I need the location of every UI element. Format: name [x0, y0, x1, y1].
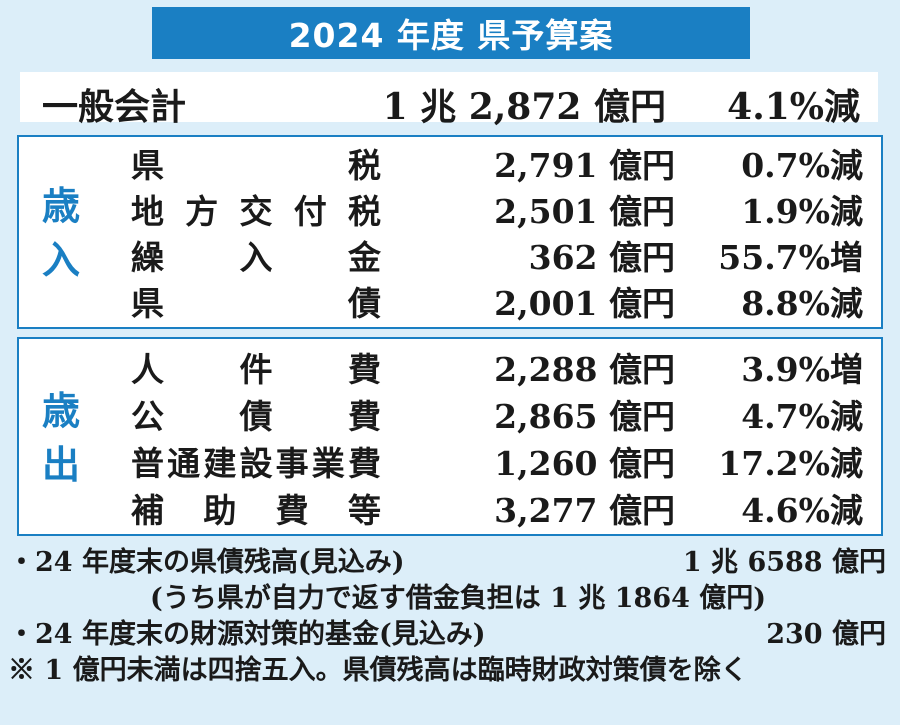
expenditure-label: 歳 出 — [41, 389, 80, 487]
revenue-label: 歳 入 — [41, 184, 80, 282]
item-rate: 55.7%増 — [718, 238, 863, 277]
general-account-amount: 1 兆 2,872 億円 — [382, 86, 666, 128]
revenue-section: 歳 入 県税 2,791 億円 0.7%減地方交付税 2,501 億円 1.9%減繰入金… — [17, 135, 883, 329]
item-name: 県債 — [131, 284, 381, 323]
item-amount: 2,865 億円 — [494, 397, 675, 436]
item-amount: 2,001 億円 — [494, 284, 675, 323]
table-row: 繰入金 362 億円 55.7%増 — [19, 231, 881, 279]
item-amount: 362 億円 — [528, 238, 675, 277]
item-rate: 8.8%減 — [741, 284, 863, 323]
page-title: 2024 年度 県予算案 — [152, 7, 750, 59]
table-row: 県債 2,001 億円 8.8%減 — [19, 277, 881, 325]
item-rate: 0.7%減 — [741, 146, 863, 185]
item-name: 人件費 — [131, 350, 381, 389]
item-name: 県税 — [131, 146, 381, 185]
item-amount: 1,260 億円 — [494, 444, 675, 483]
table-row: 人件費 2,288 億円 3.9%増 — [19, 343, 881, 391]
note-line: ・24 年度末の県債残高(見込み) 1 兆 6588 億円 — [8, 545, 886, 581]
item-rate: 1.9%減 — [741, 192, 863, 231]
item-name: 繰入金 — [131, 238, 381, 277]
general-account-row: 一般会計 1 兆 2,872 億円 4.1%減 — [20, 72, 878, 128]
item-name: 補助費等 — [131, 491, 381, 530]
item-rate: 4.6%減 — [741, 491, 863, 530]
general-account-label: 一般会計 — [42, 86, 187, 128]
item-name: 地方交付税 — [131, 192, 381, 231]
note-value: 1 兆 6588 億円 — [682, 547, 886, 578]
item-name: 普通建設事業費 — [131, 444, 381, 483]
note-line: (うち県が自力で返す借金負担は 1 兆 1864 億円) — [8, 581, 886, 617]
note-text: ※ 1 億円未満は四捨五入。県債残高は臨時財政対策債を除く — [8, 655, 748, 686]
notes: ・24 年度末の県債残高(見込み) 1 兆 6588 億円 (うち県が自力で返す借金… — [8, 545, 886, 689]
table-row: 公債費 2,865 億円 4.7%減 — [19, 390, 881, 438]
item-rate: 4.7%減 — [741, 397, 863, 436]
item-amount: 3,277 億円 — [494, 491, 675, 530]
table-row: 地方交付税 2,501 億円 1.9%減 — [19, 185, 881, 233]
table-row: 補助費等 3,277 億円 4.6%減 — [19, 484, 881, 532]
expenditure-section: 歳 出 人件費 2,288 億円 3.9%増公債費 2,865 億円 4.7%減普通建設… — [17, 337, 883, 536]
note-text: ・24 年度末の県債残高(見込み) — [8, 547, 405, 578]
table-row: 普通建設事業費 1,260 億円 17.2%減 — [19, 437, 881, 485]
table-row: 県税 2,791 億円 0.7%減 — [19, 139, 881, 187]
note-line: ・24 年度末の財源対策的基金(見込み) 230 億円 — [8, 617, 886, 653]
item-rate: 3.9%増 — [741, 350, 863, 389]
item-name: 公債費 — [131, 397, 381, 436]
note-line: ※ 1 億円未満は四捨五入。県債残高は臨時財政対策債を除く — [8, 653, 886, 689]
note-value: 230 億円 — [766, 619, 886, 650]
general-account-rate: 4.1%減 — [727, 86, 860, 128]
item-amount: 2,288 億円 — [494, 350, 675, 389]
item-amount: 2,791 億円 — [494, 146, 675, 185]
item-rate: 17.2%減 — [718, 444, 863, 483]
note-text: ・24 年度末の財源対策的基金(見込み) — [8, 619, 486, 650]
note-text: (うち県が自力で返す借金負担は 1 兆 1864 億円) — [150, 583, 767, 614]
item-amount: 2,501 億円 — [494, 192, 675, 231]
